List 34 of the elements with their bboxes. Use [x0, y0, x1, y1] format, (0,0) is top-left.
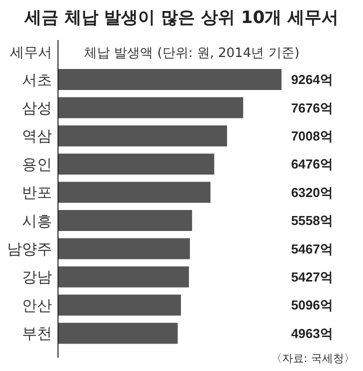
data-label: 7676억 [291, 100, 333, 116]
bar [58, 182, 210, 203]
data-label: 4963억 [291, 326, 333, 341]
data-label: 7008억 [291, 128, 333, 144]
bar [58, 210, 192, 231]
data-label: 9264억 [291, 72, 333, 88]
y-tick-label: 역삼 [22, 127, 52, 146]
bar [58, 322, 178, 344]
bar [58, 154, 214, 175]
bar [58, 266, 189, 288]
y-axis-title: 세무서 [10, 45, 52, 61]
data-label: 5427억 [291, 269, 333, 284]
y-tick-label: 강남 [22, 268, 52, 286]
data-label: 6476억 [291, 156, 333, 172]
bar [58, 294, 181, 316]
data-label: 5096억 [291, 298, 333, 313]
x-axis-title: 체납 발생액 (단위: 원, 2014년 기준) [84, 46, 300, 61]
y-tick-label: 용인 [22, 155, 52, 174]
bar [58, 238, 190, 260]
y-tick-label: 삼성 [22, 98, 52, 117]
annotation: 〈자료: 국세청〉 [270, 352, 355, 365]
data-label: 5558억 [291, 213, 333, 228]
y-tick-label: 부천 [22, 324, 52, 343]
bar [58, 69, 282, 90]
data-label: 6320억 [291, 184, 333, 200]
y-tick-label: 반포 [22, 184, 52, 202]
y-tick-label: 시흥 [22, 212, 52, 230]
y-tick-label: 안산 [22, 296, 52, 314]
data-label: 5467억 [291, 241, 333, 256]
y-tick-label: 남양주 [7, 240, 52, 258]
bar [58, 125, 228, 146]
chart-title: 세금 체납 발생이 많은 상위 10개 세무서 [23, 8, 339, 28]
y-tick-label: 서초 [22, 70, 52, 89]
bar [58, 97, 244, 118]
